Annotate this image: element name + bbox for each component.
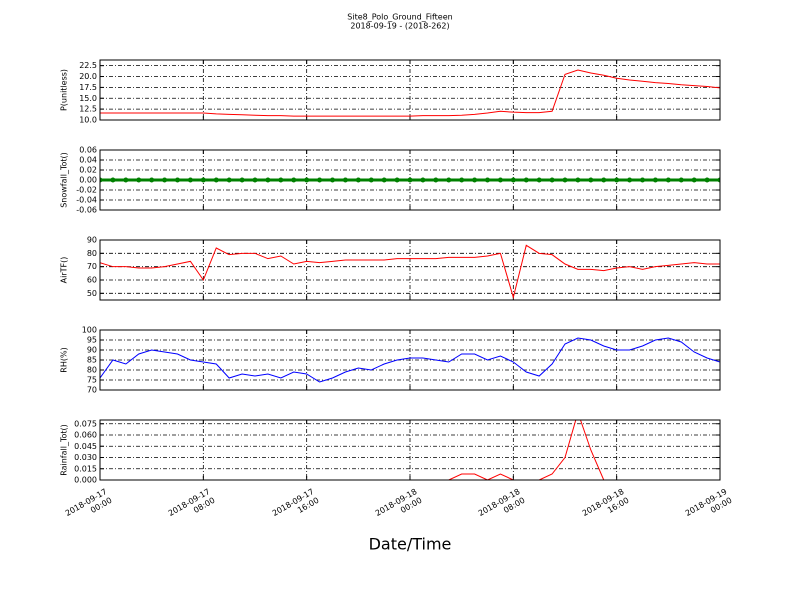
plot-frame: [99, 239, 721, 301]
y-tick-label: 0.045: [74, 442, 97, 451]
y-tick-label: 0.015: [74, 464, 97, 473]
data-point: [123, 177, 129, 183]
data-point: [497, 177, 503, 183]
data-point: [588, 177, 594, 183]
data-point: [342, 177, 348, 183]
y-tick-label: 0.02: [79, 166, 97, 175]
y-tick-label: 10.0: [79, 116, 97, 125]
data-point: [213, 177, 219, 183]
data-point: [627, 177, 633, 183]
y-axis-label: RH(%): [60, 347, 69, 372]
y-tick-label: 0.075: [74, 419, 97, 428]
chart-subtitle: 2018-09-19 - (2018-262): [350, 22, 449, 31]
data-point: [330, 177, 335, 183]
y-tick-label: 75: [87, 376, 97, 385]
y-tick-label: -0.02: [76, 186, 97, 195]
data-point: [317, 177, 323, 183]
data-point: [226, 177, 232, 183]
data-point: [265, 177, 271, 183]
y-tick-label: 60: [87, 276, 97, 285]
y-axis-label: P(unitless): [60, 69, 69, 111]
y-tick-label: 0.060: [74, 431, 97, 440]
data-point: [665, 177, 671, 183]
y-tick-label: 12.5: [79, 105, 97, 114]
y-tick-label: 20.0: [79, 72, 97, 81]
data-point: [459, 177, 465, 183]
plot-frame: [99, 149, 721, 211]
data-point: [717, 177, 720, 183]
data-point: [485, 177, 490, 183]
data-point: [562, 177, 568, 183]
data-point: [614, 177, 620, 183]
plot-frame: [99, 419, 721, 481]
y-tick-label: 22.5: [79, 61, 97, 70]
data-point: [420, 177, 426, 183]
y-tick-label: 85: [87, 356, 97, 365]
y-tick-label: 100: [82, 326, 97, 335]
y-tick-label: 95: [87, 336, 97, 345]
y-tick-label: 0.04: [79, 156, 97, 165]
data-point: [678, 177, 684, 183]
data-point: [472, 177, 478, 183]
data-point: [239, 177, 245, 183]
y-tick-label: 0.06: [79, 146, 97, 155]
y-tick-label: 15.0: [79, 94, 97, 103]
y-tick-label: -0.06: [76, 206, 97, 215]
data-point: [601, 177, 607, 183]
data-point: [433, 177, 439, 183]
data-point: [110, 177, 116, 183]
y-tick-label: 70: [87, 262, 97, 271]
plot-frame: [99, 59, 721, 121]
data-point: [691, 177, 697, 183]
data-line: [100, 69, 720, 117]
y-tick-label: 0.00: [79, 176, 97, 185]
data-point: [162, 177, 168, 183]
data-point: [394, 177, 400, 183]
y-tick-label: 80: [87, 249, 97, 258]
y-axis-label: Snowfall_Tot(): [60, 152, 69, 208]
y-tick-label: 0.030: [74, 453, 97, 462]
data-point: [136, 177, 142, 183]
data-point: [381, 177, 387, 183]
data-point: [652, 177, 658, 183]
data-line: [100, 244, 720, 300]
y-tick-label: 70: [87, 386, 97, 395]
data-point: [549, 177, 555, 183]
chart-title: Site8_Polo_Ground_Fifteen: [347, 13, 452, 22]
data-point: [407, 177, 413, 183]
data-point: [291, 177, 297, 183]
y-axis-label: Rainfall_Tot(): [60, 424, 69, 476]
data-point: [252, 177, 258, 183]
x-axis-label: Date/Time: [369, 535, 452, 554]
data-point: [510, 177, 516, 183]
y-tick-label: 50: [87, 289, 97, 298]
y-axis-label: AirTF(): [60, 257, 69, 284]
y-tick-label: 0.000: [74, 476, 97, 485]
data-point: [446, 177, 452, 183]
data-point: [304, 177, 310, 183]
data-point: [187, 177, 193, 183]
y-tick-label: 90: [87, 346, 97, 355]
data-point: [175, 177, 180, 183]
data-line: [100, 337, 720, 383]
data-point: [278, 177, 284, 183]
data-point: [575, 177, 581, 183]
y-tick-label: 80: [87, 366, 97, 375]
data-point: [149, 177, 155, 183]
data-point: [200, 177, 206, 183]
data-point: [523, 177, 529, 183]
y-tick-label: 17.5: [79, 83, 97, 92]
data-point: [536, 177, 542, 183]
data-point: [640, 177, 645, 183]
plot-frame: [99, 329, 721, 391]
y-tick-label: -0.04: [76, 196, 97, 205]
data-point: [704, 177, 710, 183]
data-point: [100, 177, 103, 183]
data-point: [368, 177, 374, 183]
y-tick-label: 90: [87, 236, 97, 245]
data-point: [355, 177, 361, 183]
